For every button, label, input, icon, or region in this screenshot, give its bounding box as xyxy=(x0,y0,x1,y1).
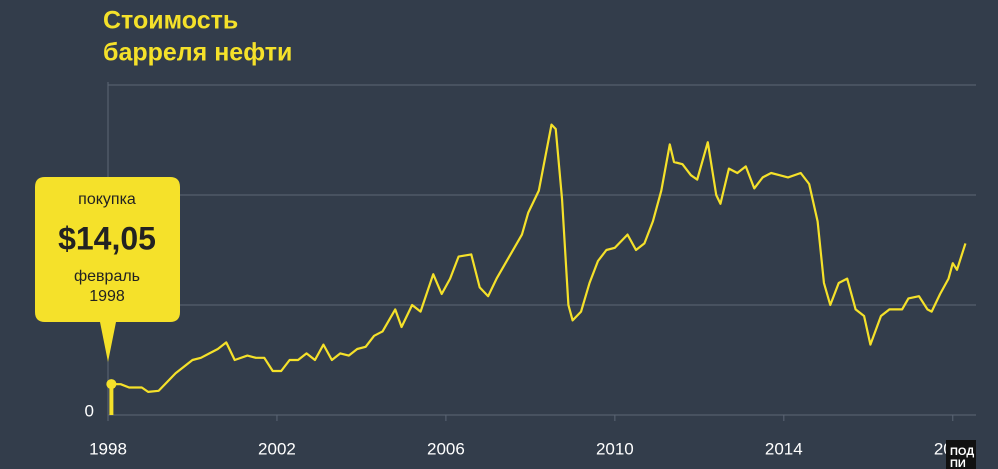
annotation-date: февраль xyxy=(74,268,140,285)
x-tick-label: 2002 xyxy=(258,439,296,458)
annotation-value: $14,05 xyxy=(58,220,156,256)
logo: ПОД ПИ xyxy=(946,440,976,469)
x-tick-label: 2006 xyxy=(427,439,465,458)
chart-title: Стоимость xyxy=(103,7,238,35)
annotation-date: 1998 xyxy=(89,288,125,305)
chart-title: барреля нефти xyxy=(103,39,292,67)
y-tick-label: 0 xyxy=(85,401,94,420)
x-tick-label: 1998 xyxy=(89,439,127,458)
price-line xyxy=(111,123,967,393)
x-tick-label: 2014 xyxy=(765,439,803,458)
annotation: покупка $14,05 февраль 1998 xyxy=(35,177,180,362)
purchase-point xyxy=(106,379,117,390)
logo-text: ПИ xyxy=(950,458,966,469)
annotation-label: покупка xyxy=(78,191,136,208)
logo-box xyxy=(946,440,976,469)
annotation-box xyxy=(35,177,180,362)
x-tick-label: 2010 xyxy=(596,439,634,458)
logo-text: ПОД xyxy=(950,446,974,458)
